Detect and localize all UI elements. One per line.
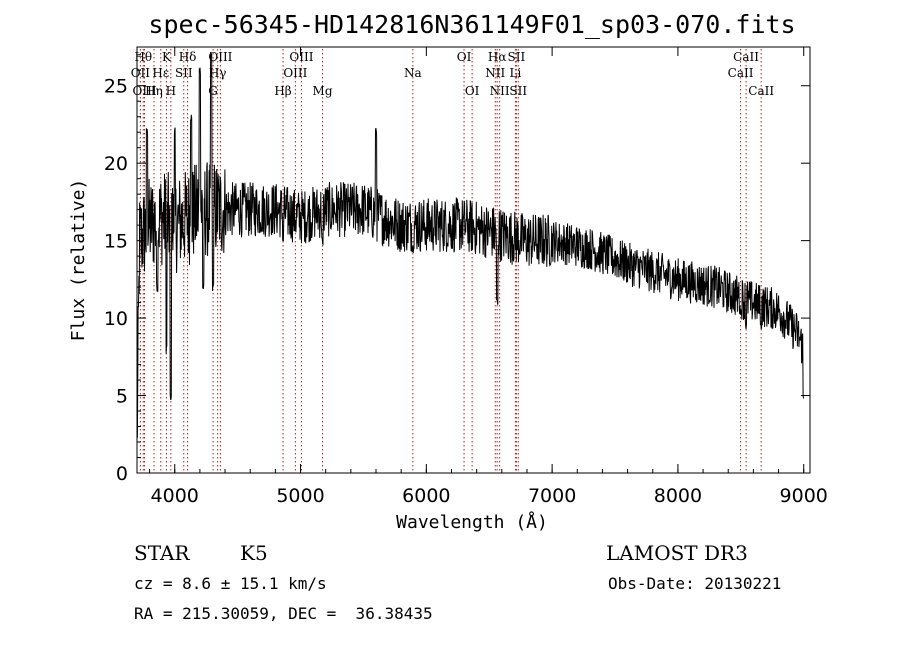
x-tick-label: 6000 (402, 485, 450, 507)
spectral-line-label: SII (175, 66, 193, 80)
y-tick-label: 15 (104, 231, 128, 253)
spectral-line-label: Na (404, 66, 422, 80)
y-axis-label: Flux (relative) (68, 179, 89, 342)
spectral-line-label: OI (465, 84, 480, 98)
spectral-line-label: Hα (488, 50, 507, 64)
spectral-line-label: Hε (152, 66, 169, 80)
spectral-line-label: Hη (145, 84, 163, 98)
spectral-line-label: CaII (728, 66, 754, 80)
spectral-line-label: SII (508, 50, 526, 64)
spectral-line-label: OII (131, 66, 151, 80)
spectrum-line (136, 51, 804, 438)
spectral-line-label: OIII (133, 84, 157, 98)
y-tick-label: 5 (116, 386, 128, 408)
spectral-line-label: NII (490, 84, 510, 98)
spectral-line-label: Li (509, 66, 521, 80)
spectral-line-label: Hβ (274, 84, 291, 98)
object-subclass: K5 (240, 541, 268, 565)
spectral-line-label: NII (485, 66, 505, 80)
redshift-value: cz = 8.6 ± 15.1 km/s (134, 574, 327, 593)
spectral-line-label: Hδ (179, 50, 197, 64)
survey-name: LAMOST DR3 (606, 541, 748, 565)
spectral-line-label: Hγ (209, 66, 227, 80)
x-axis-ticks: 4000 5000 6000 7000 8000 9000 (149, 47, 828, 507)
y-tick-label: 25 (104, 76, 128, 98)
spectral-line-label: Mg (313, 84, 333, 98)
x-tick-label: 4000 (151, 485, 199, 507)
spectral-line-label: OIII (289, 50, 313, 64)
spectral-line-label: H (166, 84, 176, 98)
x-tick-label: 9000 (780, 485, 828, 507)
spectral-line-label: CaII (748, 84, 774, 98)
observation-date: Obs-Date: 20130221 (608, 574, 782, 593)
y-tick-label: 0 (116, 463, 128, 485)
x-tick-label: 7000 (528, 485, 576, 507)
y-tick-label: 20 (104, 153, 128, 175)
x-axis-label: Wavelength (Å) (396, 511, 548, 533)
spectral-line-label: K (162, 50, 172, 64)
spectral-line-label: OIII (208, 50, 232, 64)
spectral-line-label: OI (457, 50, 472, 64)
coordinates: RA = 215.30059, DEC = 36.38435 (134, 604, 433, 623)
y-tick-label: 10 (104, 308, 128, 330)
spectral-line-label: CaII (733, 50, 759, 64)
object-class: STAR (134, 541, 190, 565)
plot-frame (136, 46, 811, 474)
x-tick-label: 8000 (654, 485, 702, 507)
spectral-line-label: OIII (283, 66, 307, 80)
chart-title: spec-56345-HD142816N361149F01_sp03-070.f… (148, 10, 795, 39)
spectral-line-label: Hθ (134, 50, 152, 64)
y-axis-ticks: 0 5 10 15 20 25 (104, 54, 810, 485)
spectral-line-label: SII (509, 84, 527, 98)
spectral-line-label: G (208, 84, 218, 98)
x-tick-label: 5000 (276, 485, 324, 507)
